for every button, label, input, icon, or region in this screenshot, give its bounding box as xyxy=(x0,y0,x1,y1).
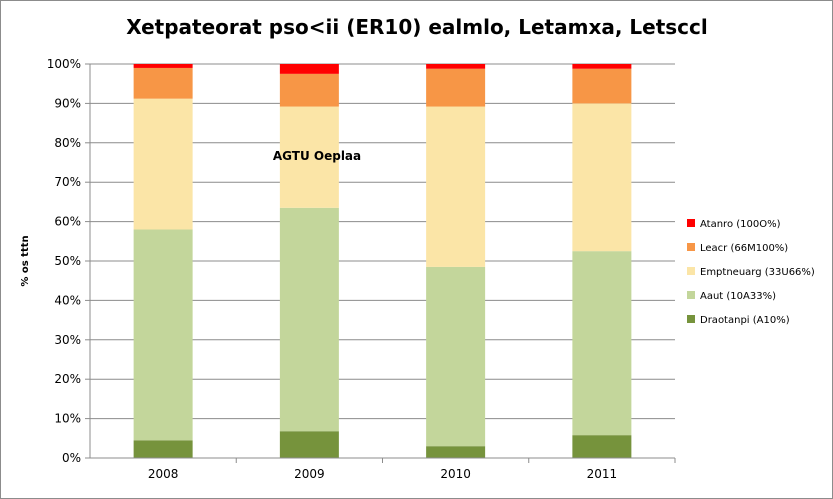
y-tick-label: 30% xyxy=(54,333,81,347)
bar-segment xyxy=(572,64,632,69)
legend-label: Leacr (66M100%) xyxy=(700,243,788,254)
y-tick-label: 100% xyxy=(47,57,81,71)
bar-segment xyxy=(133,67,193,99)
bar-segment xyxy=(133,440,193,458)
chart-title: Xetpateorat pso<ii (ER10) ealmlo, Letamx… xyxy=(126,15,708,39)
legend: Atanro (100O%) Leacr (66M100%) Emptneuarg … xyxy=(687,219,815,326)
y-tick-label: 0% xyxy=(62,451,81,465)
y-tick-label: 70% xyxy=(54,175,81,189)
bar-segment xyxy=(426,68,486,107)
x-tick-label: 2010 xyxy=(440,467,471,481)
y-tick-label: 80% xyxy=(54,136,81,150)
y-tick-label: 90% xyxy=(54,96,81,110)
legend-label: Atanro (100O%) xyxy=(700,219,781,230)
bar-segment xyxy=(426,446,486,458)
legend-swatch xyxy=(687,291,695,299)
bar-segment xyxy=(133,64,193,68)
y-tick-label: 50% xyxy=(54,254,81,268)
y-tick-labels: 0% 10% 20% 30% 40% 50% 60% 70% 80% 90% 100% xyxy=(47,57,81,465)
legend-swatch xyxy=(687,219,695,227)
bar-segment xyxy=(279,106,339,208)
bar-segment xyxy=(572,68,632,104)
bar-segment xyxy=(426,266,486,447)
bar-segment xyxy=(279,73,339,107)
legend-swatch xyxy=(687,243,695,251)
bar-segment xyxy=(572,435,632,458)
bar-segment xyxy=(572,103,632,252)
x-tick-label: 2011 xyxy=(587,467,618,481)
y-tick-label: 20% xyxy=(54,372,81,386)
legend-label: Emptneuarg (33U66%) xyxy=(700,267,815,278)
x-tick-labels: 2008 2009 2010 2011 xyxy=(148,467,617,481)
y-axis-label: % os tttn xyxy=(20,235,31,286)
x-tick-label: 2008 xyxy=(148,467,179,481)
y-tick-label: 60% xyxy=(54,215,81,229)
axes xyxy=(89,64,676,463)
bar-segment xyxy=(279,431,339,458)
legend-swatch xyxy=(687,267,695,275)
bar-segment xyxy=(426,106,486,267)
legend-label: Draotanpi (A10%) xyxy=(700,315,790,326)
y-tick-label: 10% xyxy=(54,412,81,426)
legend-label: Aaut (10A33%) xyxy=(700,291,776,302)
bar-segment xyxy=(572,251,632,436)
x-tick-label: 2009 xyxy=(294,467,325,481)
bar-stacks xyxy=(133,64,632,458)
bar-segment xyxy=(279,207,339,432)
bar-segment xyxy=(426,64,486,69)
y-tick-label: 40% xyxy=(54,293,81,307)
bar-segment xyxy=(133,229,193,441)
bar-segment xyxy=(133,98,193,230)
chart-annotation: AGTU Oeplaa xyxy=(273,149,361,163)
bar-segment xyxy=(279,64,339,74)
legend-swatch xyxy=(687,315,695,323)
